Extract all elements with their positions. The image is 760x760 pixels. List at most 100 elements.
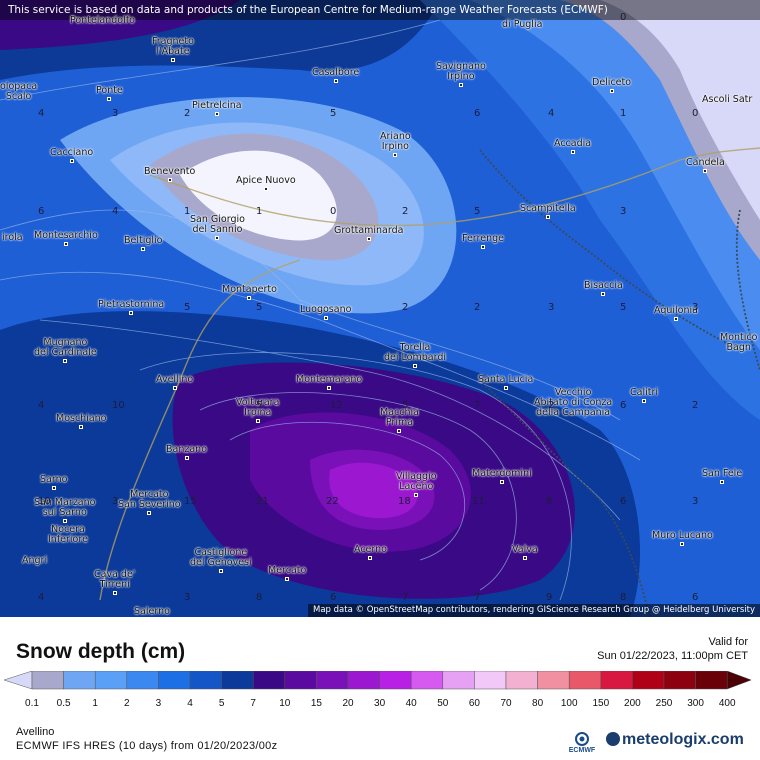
contour-label: 10 <box>112 400 125 411</box>
contour-label: 5 <box>330 108 337 119</box>
contour-label: 6 <box>38 206 45 217</box>
contour-label: 4 <box>38 108 45 119</box>
place-label: Aquilonia <box>654 306 698 321</box>
place-label: Avellino <box>156 375 193 390</box>
contour-label: 0 <box>620 12 627 23</box>
colorbar-tick-label: 80 <box>532 698 544 709</box>
place-label: Muro Lucano <box>652 531 713 546</box>
place-label: Bisaccia <box>584 281 623 296</box>
colorbar-tick-label: 0.5 <box>56 698 71 709</box>
contour-label: 21 <box>256 496 269 507</box>
place-label: Mercato <box>268 566 306 581</box>
map-attribution[interactable]: Map data © OpenStreetMap contributors, r… <box>308 604 760 617</box>
ecmwf-logo[interactable]: ECMWF <box>562 731 602 757</box>
contour-label: 3 <box>692 496 699 507</box>
place-label: Luogosano <box>300 305 351 320</box>
colorbar-swatch <box>316 671 349 690</box>
place-label: Moschiano <box>56 414 107 429</box>
model-run-info: ECMWF IFS HRES (10 days) from 01/20/2023… <box>16 740 278 752</box>
place-label: Castiglione del Genovesi <box>190 548 252 573</box>
meteologix-brand: meteologix.com <box>622 731 744 748</box>
contour-label: 3 <box>548 302 555 313</box>
contour-label: 1 <box>256 206 263 217</box>
place-label: Montesarchio <box>34 231 98 246</box>
contour-label: 5 <box>402 400 409 411</box>
colorbar-tick-label: 60 <box>468 698 480 709</box>
place-label: San Marzano sul Sarno <box>34 498 95 523</box>
place-label: Materdomini <box>472 469 532 484</box>
place-label: San Fele <box>702 469 742 484</box>
colorbar-tick-label: 15 <box>310 698 322 709</box>
place-label: San Giorgio del Sannio <box>190 215 245 240</box>
valid-time: Sun 01/22/2023, 11:00pm CET <box>597 650 748 662</box>
colorbar-tick-label: 40 <box>405 698 417 709</box>
colorbar-tick-label: 300 <box>687 698 704 709</box>
snow-depth-map[interactable]: This service is based on data and produc… <box>0 0 760 617</box>
colorbar-tick-label: 150 <box>592 698 610 709</box>
place-label: Pietrastornina <box>98 300 164 315</box>
contour-label: 2 <box>474 302 481 313</box>
colorbar-swatch <box>379 671 412 690</box>
place-label: Sarno <box>40 475 67 490</box>
colorbar-swatch <box>410 671 444 690</box>
contour-label: 6 <box>620 400 627 411</box>
valid-for-label: Valid for <box>708 636 748 648</box>
place-label: Calitri <box>630 388 658 403</box>
place-label: Fragneto l'Abate <box>152 37 194 62</box>
colorbar-swatch <box>505 671 538 690</box>
contour-label: 8 <box>546 496 553 507</box>
colorbar-swatch <box>4 671 33 690</box>
place-label: di Puglia <box>502 19 543 30</box>
contour-label: 9 <box>546 592 553 603</box>
colorbar-tick-label: 10 <box>279 698 291 709</box>
contour-label: 0 <box>692 108 699 119</box>
place-label: Torella dei Lombardi <box>384 343 446 368</box>
place-label: Cacciano <box>50 148 93 163</box>
colorbar-tick-label: 2 <box>124 698 130 709</box>
contour-label: 2 <box>692 400 699 411</box>
contour-label: 0 <box>330 206 337 217</box>
contour-label: 22 <box>326 496 339 507</box>
contour-label: 5 <box>184 302 191 313</box>
colorbar-swatch <box>474 671 507 690</box>
colorbar-swatch <box>347 671 380 690</box>
contour-label: 11 <box>472 496 485 507</box>
place-label: Angri <box>22 555 48 566</box>
colorbar-swatch <box>726 671 752 690</box>
colorbar-swatch <box>252 671 286 690</box>
contour-label: 15 <box>184 496 197 507</box>
colorbar-tick-label: 30 <box>374 698 386 709</box>
colorbar-swatch <box>568 671 602 690</box>
place-label: Volturara Irpina <box>236 398 279 423</box>
ecmwf-logo-icon <box>575 732 589 746</box>
contour-label: 18 <box>398 496 411 507</box>
contour-label: 5 <box>620 302 627 313</box>
meteologix-logo[interactable]: meteologix.com <box>606 731 744 749</box>
place-label: Pietrelcina <box>192 101 242 116</box>
place-label: Montemarano <box>296 375 362 390</box>
place-label: Santa Lucia <box>478 375 533 390</box>
colorbar-tick-label: 50 <box>437 698 449 709</box>
meteologix-logo-icon <box>606 732 620 746</box>
contour-label: 8 <box>256 592 263 603</box>
contour-label: 1 <box>184 206 191 217</box>
contour-label: 7 <box>474 400 481 411</box>
place-label: Vecchio Abitato di Conza della Campania <box>534 387 613 418</box>
place-label: Pontelandolfo <box>70 15 135 26</box>
colorbar-tick-label: 0.1 <box>25 698 39 709</box>
place-label: Acerno <box>354 545 387 560</box>
contour-label: 2 <box>402 302 409 313</box>
contour-label: 2 <box>184 108 191 119</box>
contour-label: 3 <box>692 302 699 313</box>
contour-label: 10 <box>38 496 51 507</box>
contour-label: 5 <box>474 206 481 217</box>
place-label: Candela <box>686 158 725 173</box>
colorbar-swatch <box>221 671 254 690</box>
contour-label: 12 <box>330 400 343 411</box>
colorbar-swatch <box>442 671 475 690</box>
colorbar-tick-label: 100 <box>560 698 578 709</box>
region-name: Avellino <box>16 726 55 738</box>
contour-label: 6 <box>330 592 337 603</box>
colorbar <box>4 671 752 690</box>
contour-label: 2 <box>402 206 409 217</box>
